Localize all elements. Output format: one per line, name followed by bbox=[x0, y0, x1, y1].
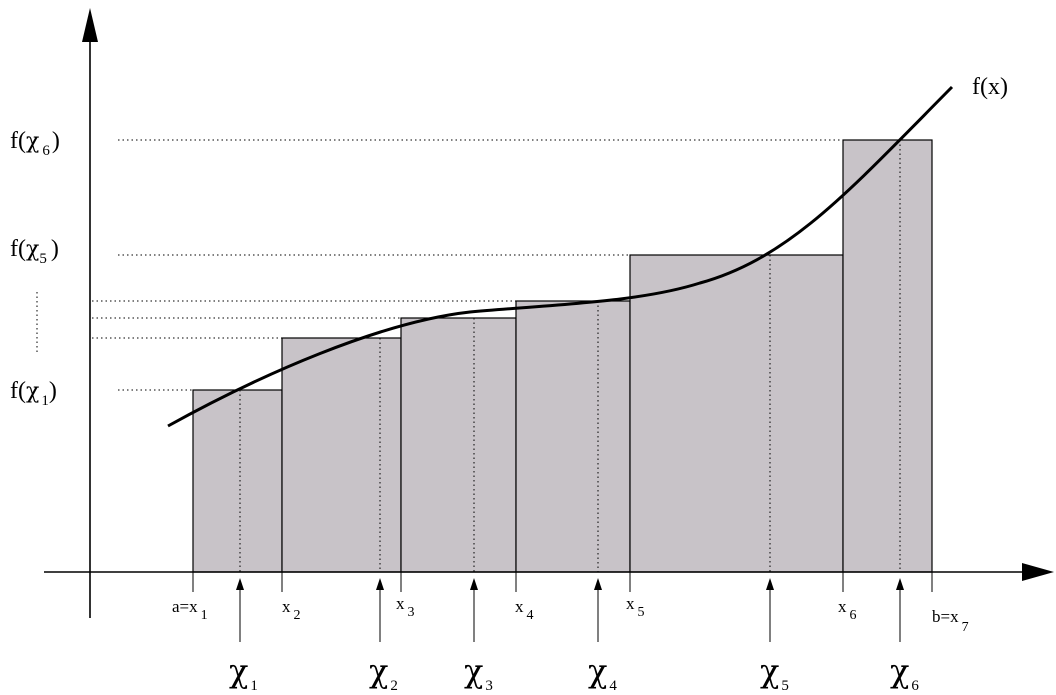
y-labels: f(χ 6) f(χ5) f(χ 1) bbox=[10, 128, 60, 409]
horizontal-guides bbox=[36, 139, 843, 391]
chi-arrow-2-head bbox=[376, 578, 384, 590]
y-label-f5: f(χ5) bbox=[10, 236, 59, 267]
function-curve bbox=[167, 85, 954, 428]
chi-arrow-6-head bbox=[896, 578, 904, 590]
x-ticks bbox=[192, 572, 933, 592]
axes bbox=[44, 8, 1054, 618]
x-axis-arrow bbox=[1022, 563, 1054, 581]
y-axis-arrow bbox=[82, 8, 98, 42]
y-label-f6: f(χ 6) bbox=[10, 128, 60, 159]
rectangle-1 bbox=[192, 389, 283, 573]
x-label-7: b=x7 bbox=[932, 607, 969, 635]
chi-arrow-4-head bbox=[594, 578, 602, 590]
rectangle-3 bbox=[400, 317, 517, 573]
curve-label: f(x) bbox=[972, 74, 1008, 100]
rectangle-4 bbox=[515, 300, 631, 573]
chi-arrow-1-head bbox=[236, 578, 244, 590]
x-label-1: a=x 1 bbox=[172, 597, 208, 623]
chi-arrows bbox=[236, 578, 904, 642]
vertical-guides bbox=[239, 140, 901, 572]
chi-arrow-3-head bbox=[470, 578, 478, 590]
chi-arrow-5-head bbox=[766, 578, 774, 590]
rectangle-6 bbox=[842, 139, 933, 573]
y-label-f1: f(χ 1) bbox=[10, 378, 57, 409]
rectangle-5 bbox=[629, 254, 844, 573]
rectangles bbox=[192, 139, 933, 573]
rectangle-2 bbox=[281, 337, 402, 573]
